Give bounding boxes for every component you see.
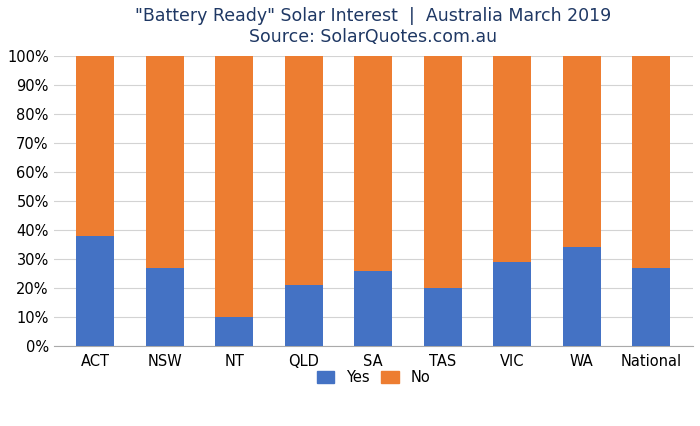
Bar <box>146 268 184 346</box>
Bar <box>215 56 253 317</box>
Legend: Yes, No: Yes, No <box>311 364 436 391</box>
Bar <box>76 236 114 346</box>
Bar <box>146 56 184 268</box>
Bar <box>494 262 531 346</box>
Bar <box>424 56 462 288</box>
Bar <box>632 268 671 346</box>
Bar <box>215 317 253 346</box>
Bar <box>424 288 462 346</box>
Bar <box>563 56 601 247</box>
Bar <box>494 56 531 262</box>
Bar <box>563 247 601 346</box>
Bar <box>76 56 114 236</box>
Bar <box>632 56 671 268</box>
Bar <box>354 271 393 346</box>
Bar <box>285 56 323 285</box>
Bar <box>285 285 323 346</box>
Title: "Battery Ready" Solar Interest  |  Australia March 2019
Source: SolarQuotes.com.: "Battery Ready" Solar Interest | Austral… <box>135 7 611 46</box>
Bar <box>354 56 393 271</box>
